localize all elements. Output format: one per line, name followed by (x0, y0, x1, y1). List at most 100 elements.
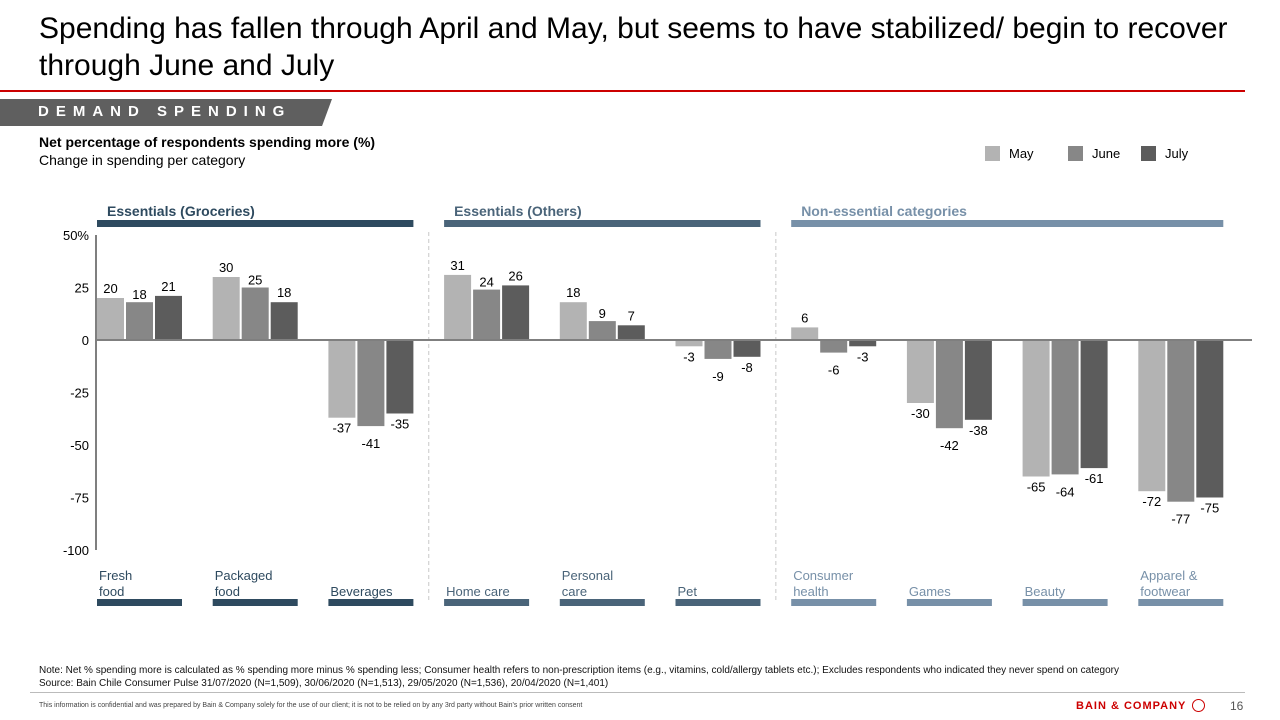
legend-item-june: June (1068, 144, 1120, 162)
data-label: 18 (132, 287, 146, 302)
data-label: 26 (508, 268, 522, 283)
bain-circle-icon (1192, 699, 1206, 712)
group-header-bar (791, 220, 1224, 227)
bar-may (675, 340, 703, 347)
data-label: -8 (741, 360, 753, 375)
y-tick-label: 50% (63, 228, 89, 243)
category-label: Pet (678, 584, 698, 599)
category-underline (444, 599, 530, 606)
bar-june (1167, 340, 1195, 502)
category-label: Packaged (215, 568, 273, 583)
y-tick-label: -100 (63, 543, 89, 558)
bar-july (155, 295, 182, 340)
category-label: Consumer (793, 568, 854, 583)
category-label: Beverages (330, 584, 393, 599)
bar-july (270, 302, 298, 340)
bar-july (1080, 340, 1108, 469)
category-label: Games (909, 584, 951, 599)
data-label: 21 (161, 279, 175, 294)
bar-may (1138, 340, 1166, 492)
legend-label-july: July (1165, 145, 1189, 161)
legend-label-may: May (1009, 145, 1034, 161)
category-underline (675, 599, 761, 606)
legend-swatch-june (1068, 145, 1083, 161)
bar-june (241, 287, 269, 340)
chart-subtitle: Change in spending per category (39, 152, 246, 168)
data-label: 25 (248, 273, 262, 288)
category-label: Fresh (99, 568, 132, 583)
y-tick-label: 0 (82, 333, 89, 348)
group-header-label: Non-essential categories (801, 203, 967, 219)
category-label: food (99, 584, 124, 599)
y-tick-label: -50 (70, 438, 89, 453)
data-label: 18 (277, 285, 291, 300)
category-underline (328, 599, 414, 606)
category-label: footwear (1140, 584, 1191, 599)
data-label: -72 (1142, 494, 1161, 509)
category-label: Home care (446, 584, 510, 599)
category-label: Apparel & (1140, 568, 1197, 583)
group-header-label: Essentials (Groceries) (107, 203, 255, 219)
legend-swatch-may (985, 145, 1000, 161)
category-underline (1138, 599, 1224, 606)
data-label: -75 (1200, 501, 1219, 516)
data-label: 9 (599, 306, 606, 321)
category-label: care (562, 584, 587, 599)
legend-label-june: June (1092, 145, 1121, 161)
data-label: -9 (712, 369, 724, 384)
section-tag: DEMAND SPENDING (0, 99, 332, 126)
data-label: -77 (1171, 512, 1190, 527)
bar-july (1196, 340, 1224, 498)
data-label: 6 (801, 310, 808, 325)
bar-july (849, 340, 877, 347)
data-label: -38 (969, 423, 988, 438)
data-label: -61 (1085, 471, 1104, 486)
bar-june (473, 289, 501, 340)
legend-swatch-july (1141, 145, 1156, 161)
bar-june (588, 321, 616, 340)
bar-may (444, 274, 472, 340)
bar-may (1022, 340, 1050, 477)
bar-july (502, 285, 530, 340)
bar-june (820, 340, 848, 353)
footnote-source: Source: Bain Chile Consumer Pulse 31/07/… (39, 678, 609, 689)
bar-may (791, 327, 819, 340)
category-underline (97, 599, 182, 606)
bar-july (386, 340, 414, 414)
data-label: -35 (391, 417, 410, 432)
slide-title: Spending has fallen through April and Ma… (39, 12, 1228, 82)
category-underline (791, 599, 877, 606)
group-header-label: Essentials (Others) (454, 203, 582, 219)
section-tag-label: DEMAND SPENDING (38, 103, 292, 120)
data-label: -41 (362, 436, 381, 451)
data-label: -64 (1056, 484, 1075, 499)
bar-july (964, 340, 992, 420)
data-label: -30 (911, 406, 930, 421)
bar-may (906, 340, 934, 403)
group-header-bar (444, 220, 761, 227)
legend-item-july: July (1141, 144, 1188, 162)
data-label: -37 (333, 421, 352, 436)
category-underline (559, 599, 645, 606)
data-label: 31 (450, 258, 464, 273)
category-label: health (793, 584, 828, 599)
bar-may (328, 340, 356, 418)
title-divider (0, 90, 1245, 92)
data-label: -6 (828, 363, 840, 378)
brand-logo: BAIN & COMPANY (1076, 699, 1206, 712)
bar-july (733, 340, 761, 357)
footnote: Note: Net % spending more is calculated … (39, 664, 1119, 690)
data-label: -42 (940, 438, 959, 453)
bar-june (935, 340, 963, 429)
footer-divider (30, 692, 1245, 693)
bar-may (97, 298, 124, 340)
bar-june (357, 340, 385, 427)
bar-june (1051, 340, 1079, 475)
data-label: -3 (857, 349, 869, 364)
category-label: food (215, 584, 240, 599)
chart-title: Net percentage of respondents spending m… (39, 134, 376, 150)
bar-june (126, 302, 153, 340)
category-label: Personal (562, 568, 613, 583)
bar-june (704, 340, 732, 359)
disclaimer: This information is confidential and was… (39, 702, 583, 709)
